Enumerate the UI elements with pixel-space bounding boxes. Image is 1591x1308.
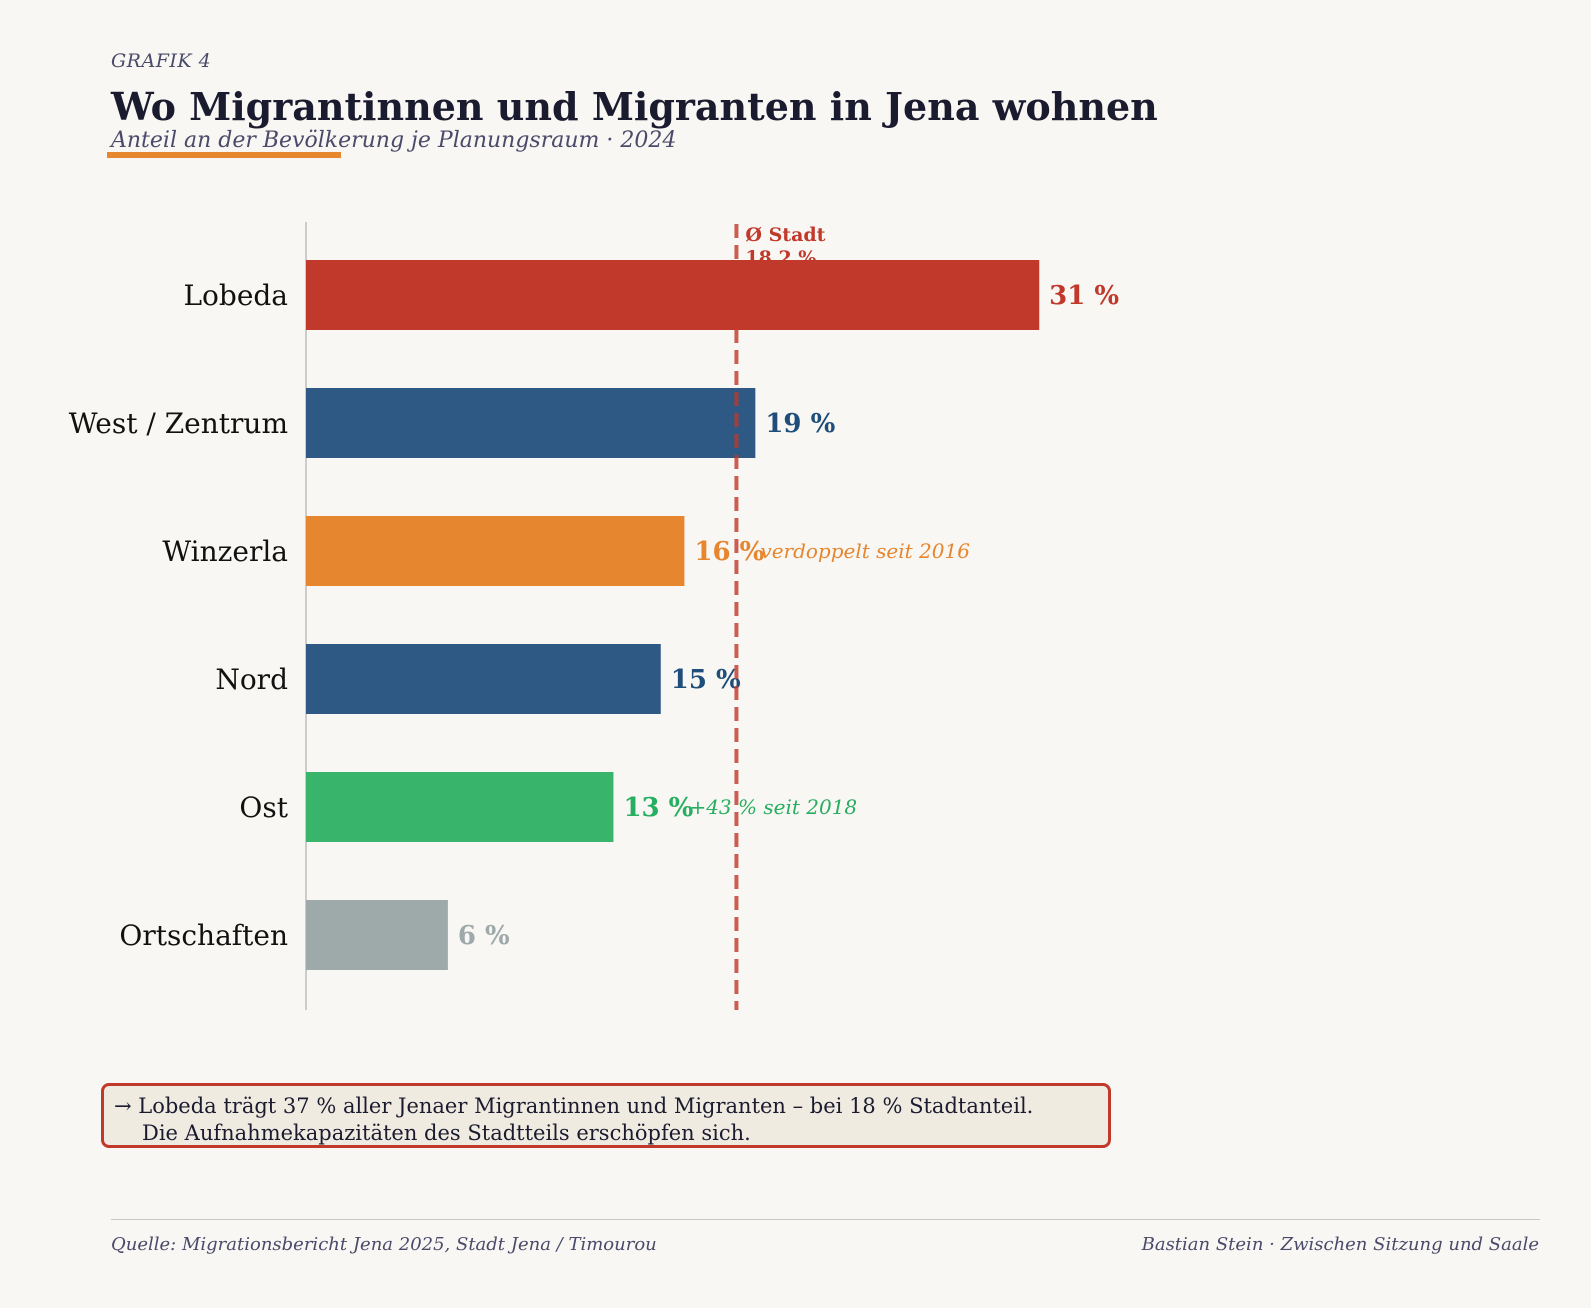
- average-label: Ø Stadt: [745, 224, 825, 246]
- bar-annotation: verdoppelt seit 2016: [760, 539, 970, 563]
- kicker: GRAFIK 4: [111, 50, 212, 72]
- chart-subtitle: Anteil an der Bevölkerung je Planungsrau…: [111, 128, 677, 153]
- value-label: 13 %: [623, 793, 693, 823]
- bar: [306, 644, 661, 714]
- source-note: Quelle: Migrationsbericht Jena 2025, Sta…: [111, 1234, 657, 1255]
- bar: [306, 900, 448, 970]
- bar: [306, 516, 685, 586]
- value-label: 15 %: [671, 665, 741, 695]
- category-label: Ortschaften: [119, 919, 288, 952]
- title-accent-bar: [107, 152, 341, 158]
- bar-annotation: +43 % seit 2018: [689, 795, 857, 819]
- category-label: Nord: [215, 663, 288, 696]
- callout-line-2: Die Aufnahmekapazitäten des Stadtteils e…: [142, 1121, 751, 1145]
- category-label: Lobeda: [183, 279, 288, 312]
- value-label: 6 %: [458, 921, 510, 951]
- category-label: Ost: [239, 791, 288, 824]
- bar-chart: Lobeda 31 % West / Zentrum 19 % Winzerla 16 %…: [69, 222, 1119, 1010]
- value-label: 31 %: [1049, 281, 1119, 311]
- value-label: 16 %: [694, 537, 764, 567]
- category-label: West / Zentrum: [69, 407, 288, 440]
- callout-box: → Lobeda trägt 37 % aller Jenaer Migrant…: [101, 1083, 1111, 1148]
- chart-title: Wo Migrantinnen und Migranten in Jena wo…: [111, 84, 1158, 129]
- author-credit: Bastian Stein · Zwischen Sitzung und Saa…: [1141, 1234, 1539, 1255]
- category-label: Winzerla: [162, 535, 288, 568]
- bar: [306, 388, 756, 458]
- callout-line-1: → Lobeda trägt 37 % aller Jenaer Migrant…: [114, 1094, 1034, 1118]
- bar-overlay: [306, 260, 1040, 330]
- footer-divider: [111, 1219, 1540, 1220]
- value-label: 19 %: [765, 409, 835, 439]
- bar: [306, 772, 614, 842]
